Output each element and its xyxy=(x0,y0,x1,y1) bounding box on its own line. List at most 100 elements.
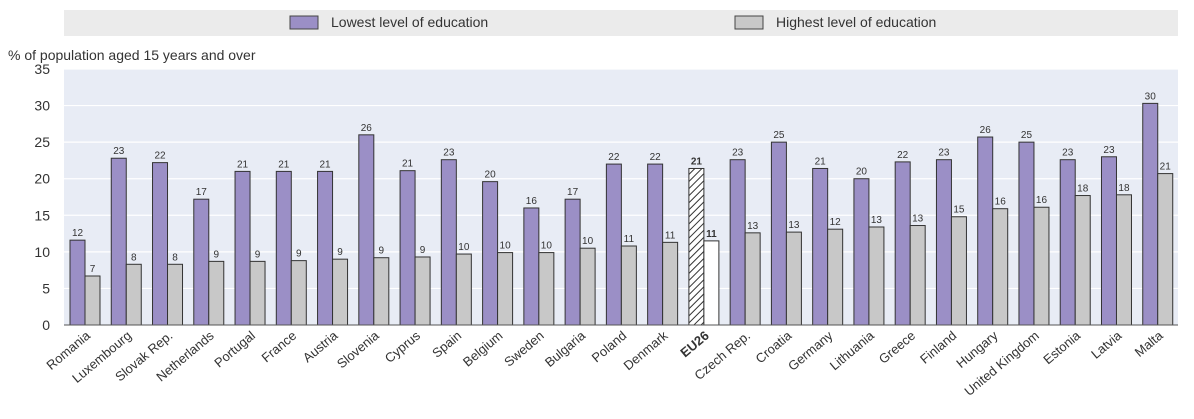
bar-highest-luxembourg xyxy=(125,263,142,326)
bar-lowest-romania xyxy=(69,239,86,326)
value-label-lowest: 23 xyxy=(113,146,125,157)
bar-layer xyxy=(69,102,1174,326)
bar-highest-romania xyxy=(84,275,101,326)
legend-background xyxy=(64,10,1178,36)
value-label-highest: 11 xyxy=(624,234,635,245)
value-label-lowest: 25 xyxy=(1021,130,1033,141)
bar-lowest-greece xyxy=(894,161,911,326)
value-label-highest: 13 xyxy=(747,221,759,232)
bar-lowest-netherlands xyxy=(193,198,210,326)
value-label-highest: 11 xyxy=(706,229,717,240)
category-label: Denmark xyxy=(621,327,671,373)
bar-lowest-germany xyxy=(812,167,829,326)
category-label: Germany xyxy=(785,327,836,373)
bar-highest-austria xyxy=(332,258,349,326)
value-label-lowest: 20 xyxy=(856,167,868,178)
bar-highest-netherlands xyxy=(208,260,225,326)
bar-highest-portugal xyxy=(249,260,266,326)
bar-highest-hungary xyxy=(992,208,1009,326)
category-label: Estonia xyxy=(1040,327,1083,367)
bar-highest-germany xyxy=(827,228,844,326)
bar-lowest-sweden xyxy=(523,207,540,326)
bar-lowest-bulgaria xyxy=(564,198,581,326)
bar-highest-slovenia xyxy=(373,257,390,326)
value-label-lowest: 17 xyxy=(196,187,208,198)
bar-highest-denmark xyxy=(662,241,679,326)
category-label: Finland xyxy=(917,328,959,367)
value-label-highest: 21 xyxy=(1160,162,1172,173)
value-label-highest: 8 xyxy=(131,252,137,263)
y-tick-label: 15 xyxy=(34,207,50,223)
value-label-highest: 9 xyxy=(337,247,343,258)
bar-lowest-cyprus xyxy=(399,170,416,326)
category-label: Belgium xyxy=(460,328,506,370)
bar-lowest-belgium xyxy=(482,181,499,326)
y-tick-label: 10 xyxy=(34,244,50,260)
bar-lowest-latvia xyxy=(1100,156,1117,326)
category-label: Malta xyxy=(1132,327,1167,359)
bar-lowest-eu26 xyxy=(688,167,705,326)
value-label-lowest: 30 xyxy=(1145,91,1157,102)
bar-lowest-estonia xyxy=(1059,159,1076,326)
bar-highest-poland xyxy=(620,245,637,326)
bar-lowest-lithuania xyxy=(853,178,870,326)
value-label-highest: 15 xyxy=(953,205,965,216)
value-label-lowest: 26 xyxy=(361,123,373,134)
value-label-layer: 12 7 23 8 22 8 17 9 21 9 21 9 21 9 26 9 21 9 23 10 20 10 16 10 1… xyxy=(72,91,1171,275)
category-label: Greece xyxy=(876,328,918,367)
bar-lowest-portugal xyxy=(234,170,251,326)
value-label-highest: 12 xyxy=(830,217,842,228)
value-label-highest: 8 xyxy=(172,252,178,263)
bar-highest-belgium xyxy=(497,252,514,326)
value-label-lowest: 23 xyxy=(1062,148,1074,159)
bar-lowest-slovenia xyxy=(358,134,375,326)
value-label-highest: 7 xyxy=(90,264,96,275)
value-label-highest: 18 xyxy=(1077,184,1089,195)
legend-label-lowest: Lowest level of education xyxy=(331,14,488,30)
bar-highest-slovak-rep- xyxy=(167,263,184,326)
value-label-highest: 13 xyxy=(912,214,924,225)
value-label-highest: 10 xyxy=(500,241,512,252)
y-tick-layer: 0 5 10 15 20 25 30 35 xyxy=(34,61,50,333)
value-label-lowest: 22 xyxy=(650,152,662,163)
category-label: United Kingdom xyxy=(961,328,1042,399)
value-label-lowest: 21 xyxy=(815,156,827,167)
y-tick-label: 30 xyxy=(34,98,50,114)
bar-lowest-hungary xyxy=(977,136,994,326)
value-label-lowest: 21 xyxy=(402,159,414,170)
value-label-highest: 9 xyxy=(420,245,426,256)
value-label-lowest: 22 xyxy=(154,151,166,162)
value-label-lowest: 17 xyxy=(567,187,579,198)
value-label-lowest: 23 xyxy=(732,148,744,159)
category-label: EU26 xyxy=(677,328,712,360)
value-label-lowest: 21 xyxy=(237,159,249,170)
bar-lowest-united-kingdom xyxy=(1018,141,1035,326)
legend-swatch-highest xyxy=(734,15,764,30)
value-label-lowest: 25 xyxy=(773,130,785,141)
value-label-lowest: 26 xyxy=(980,125,992,136)
bar-highest-czech-rep- xyxy=(744,232,761,326)
bar-lowest-austria xyxy=(317,170,334,326)
category-label: France xyxy=(259,328,300,366)
category-label: Bulgaria xyxy=(542,327,589,370)
category-label: Sweden xyxy=(501,328,547,370)
value-label-lowest: 23 xyxy=(443,148,455,159)
bar-lowest-france xyxy=(275,170,292,326)
value-label-lowest: 12 xyxy=(72,228,84,239)
value-label-highest: 13 xyxy=(871,215,883,226)
category-label: Portugal xyxy=(211,328,258,371)
bar-highest-eu26 xyxy=(703,240,720,326)
value-label-highest: 16 xyxy=(995,197,1007,208)
value-label-highest: 10 xyxy=(582,236,594,247)
bar-highest-greece xyxy=(909,225,926,326)
bar-highest-cyprus xyxy=(414,256,431,326)
value-label-lowest: 22 xyxy=(897,150,909,161)
value-label-highest: 13 xyxy=(788,220,800,231)
bar-highest-united-kingdom xyxy=(1033,206,1050,326)
value-label-lowest: 23 xyxy=(938,148,950,159)
value-label-highest: 10 xyxy=(458,242,470,253)
y-tick-label: 35 xyxy=(34,61,50,77)
value-label-highest: 9 xyxy=(255,249,261,260)
value-label-lowest: 21 xyxy=(319,159,331,170)
